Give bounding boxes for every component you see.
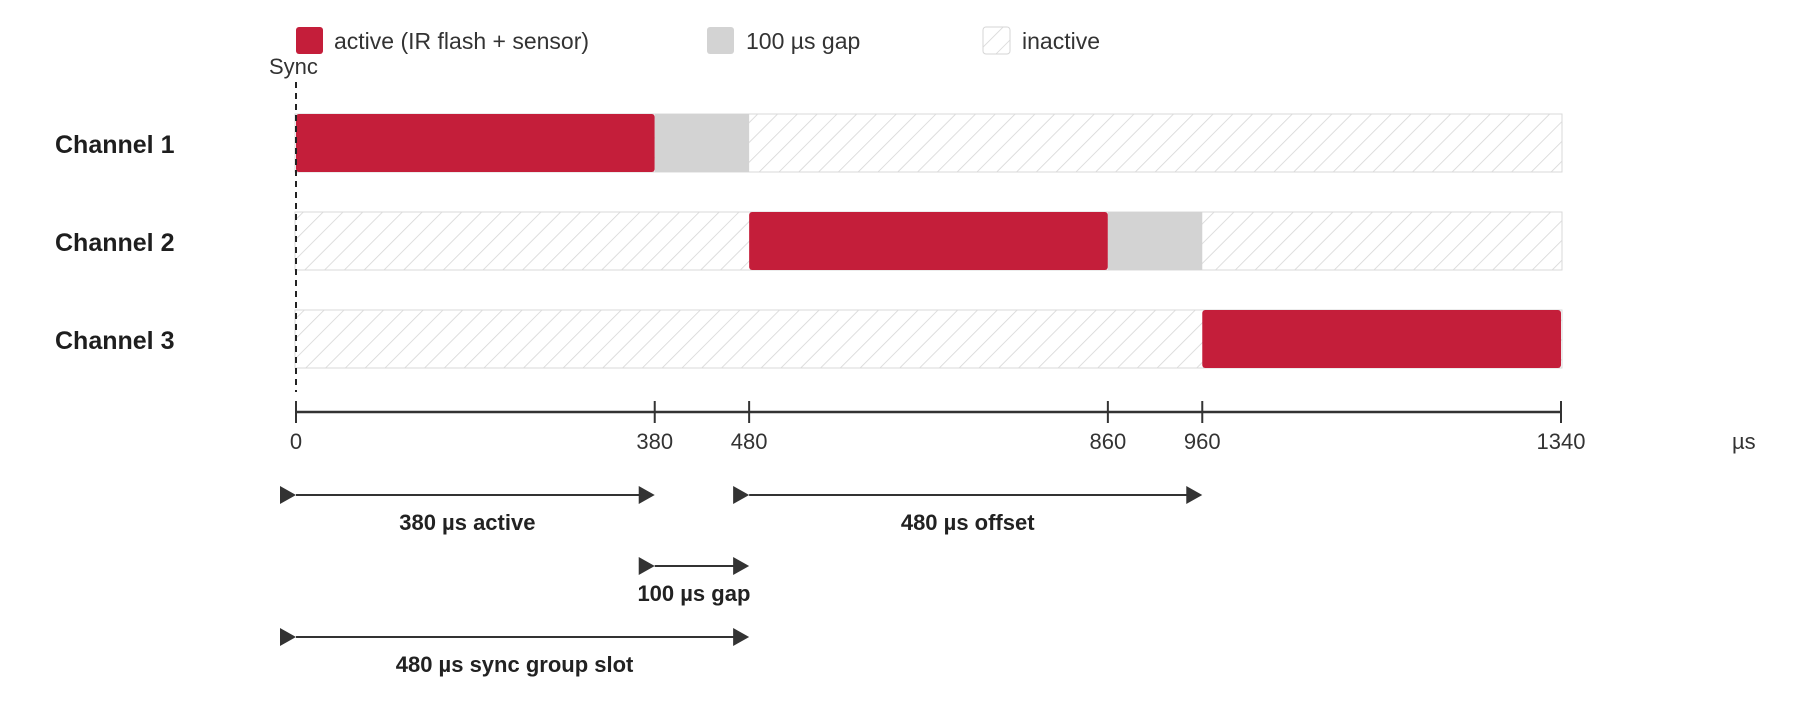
arrow-end-head	[733, 557, 750, 575]
time-axis: 0 380 480 860 960 1340 µs	[290, 401, 1756, 454]
sync-marker: Sync	[269, 54, 318, 392]
legend-inactive-swatch	[982, 26, 1011, 55]
axis-tick-label: 380	[636, 429, 673, 454]
gap-segment	[654, 114, 750, 172]
channel-label: Channel 1	[55, 131, 175, 159]
dimension-label: 380 µs active	[399, 510, 535, 535]
arrow-end-head	[733, 628, 750, 646]
gap-segment	[1107, 212, 1203, 270]
channel-segments	[1202, 310, 1561, 368]
legend-inactive-label: inactive	[1022, 28, 1100, 54]
dimension-arrow: 480 µs offset	[733, 486, 1203, 535]
legend-gap-swatch	[707, 27, 734, 54]
legend-active-swatch	[296, 27, 323, 54]
channel-row-2: Channel 2	[55, 211, 1563, 271]
arrow-start-head	[638, 557, 655, 575]
dimension-arrow: 100 µs gap	[637, 557, 750, 606]
channel-segments	[749, 212, 1203, 270]
axis-tick-label: 1340	[1537, 429, 1586, 454]
channel-row-1: Channel 1	[55, 113, 1563, 173]
active-segment	[749, 212, 1108, 270]
axis-tick-label: 960	[1184, 429, 1221, 454]
sync-label: Sync	[269, 54, 318, 79]
arrow-end-head	[638, 486, 655, 504]
dimension-annotations: 380 µs active 480 µs offset 100 µs gap 480 …	[280, 486, 1203, 677]
axis-tick-label: 860	[1090, 429, 1127, 454]
channel-label: Channel 3	[55, 327, 174, 355]
axis-unit-label: µs	[1732, 429, 1756, 454]
axis-ticks: 0 380 480 860 960 1340	[290, 401, 1586, 454]
dimension-arrow: 380 µs active	[280, 486, 655, 535]
arrow-start-head	[280, 486, 296, 504]
channel-segments	[296, 114, 750, 172]
legend-gap-label: 100 µs gap	[746, 28, 860, 54]
active-segment	[296, 114, 655, 172]
active-segment	[1202, 310, 1561, 368]
dimension-label: 100 µs gap	[637, 581, 750, 606]
legend-active-label: active (IR flash + sensor)	[334, 28, 589, 54]
arrow-start-head	[280, 628, 296, 646]
dimension-arrow: 480 µs sync group slot	[280, 628, 750, 677]
legend: active (IR flash + sensor) 100 µs gap in…	[296, 26, 1100, 55]
axis-tick-label: 480	[731, 429, 768, 454]
channel-row-3: Channel 3	[55, 309, 1563, 369]
dimension-label: 480 µs sync group slot	[396, 652, 634, 677]
arrow-start-head	[733, 486, 750, 504]
channel-label: Channel 2	[55, 229, 174, 257]
dimension-label: 480 µs offset	[901, 510, 1035, 535]
arrow-end-head	[1186, 486, 1203, 504]
axis-tick-label: 0	[290, 429, 302, 454]
